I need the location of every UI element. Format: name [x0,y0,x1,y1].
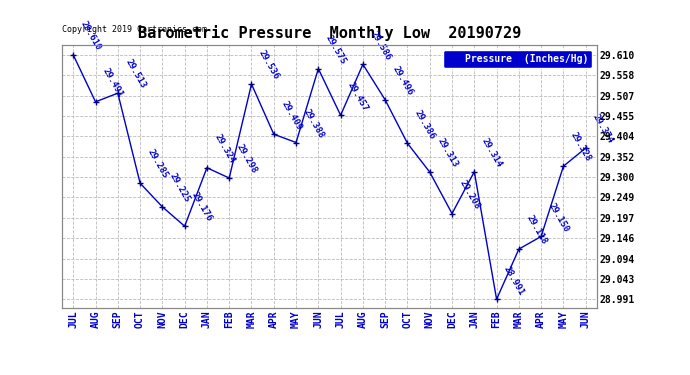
Text: 29.536: 29.536 [257,49,281,81]
Text: 29.388: 29.388 [302,107,326,140]
Text: 29.118: 29.118 [524,214,549,246]
Text: 29.575: 29.575 [324,33,348,66]
Text: 29.328: 29.328 [569,131,593,164]
Text: 29.314: 29.314 [480,136,504,169]
Text: 29.176: 29.176 [190,191,214,224]
Text: 29.298: 29.298 [235,143,259,175]
Text: 29.409: 29.409 [279,99,303,131]
Text: 29.386: 29.386 [413,108,437,141]
Text: 29.610: 29.610 [79,20,103,52]
Legend: Pressure  (Inches/Hg): Pressure (Inches/Hg) [444,50,592,68]
Text: Copyright 2019 Cartronics.com: Copyright 2019 Cartronics.com [62,26,207,34]
Text: 29.225: 29.225 [168,172,192,204]
Text: 29.586: 29.586 [368,29,393,62]
Text: 29.208: 29.208 [457,178,482,211]
Text: 29.324: 29.324 [213,132,237,165]
Title: Barometric Pressure  Monthly Low  20190729: Barometric Pressure Monthly Low 20190729 [138,25,521,41]
Text: 29.491: 29.491 [101,67,125,99]
Text: 29.150: 29.150 [546,201,571,234]
Text: 29.313: 29.313 [435,137,460,170]
Text: 29.374: 29.374 [591,113,615,145]
Text: 29.513: 29.513 [124,58,147,90]
Text: 28.991: 28.991 [502,264,526,296]
Text: 29.285: 29.285 [146,148,170,180]
Text: 29.457: 29.457 [346,80,370,112]
Text: 29.496: 29.496 [391,64,415,97]
